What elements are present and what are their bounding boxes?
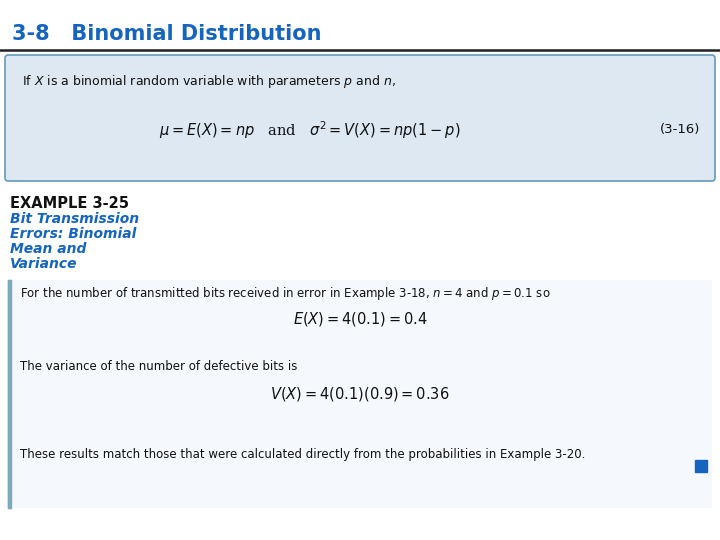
Text: These results match those that were calculated directly from the probabilities i: These results match those that were calc… xyxy=(20,448,585,461)
Text: $\mu = E(X) = np$   and   $\sigma^2 = V(X) = np(1 - p)$: $\mu = E(X) = np$ and $\sigma^2 = V(X) =… xyxy=(159,119,461,141)
Text: $V(X) = 4(0.1)(0.9) = 0.36$: $V(X) = 4(0.1)(0.9) = 0.36$ xyxy=(270,385,450,403)
Text: EXAMPLE 3-25: EXAMPLE 3-25 xyxy=(10,196,129,211)
Text: 3-8   Binomial Distribution: 3-8 Binomial Distribution xyxy=(12,24,322,44)
Bar xyxy=(695,460,707,472)
Text: Mean and: Mean and xyxy=(10,242,86,256)
Text: If $X$ is a binomial random variable with parameters $p$ and $n$,: If $X$ is a binomial random variable wit… xyxy=(22,73,396,91)
Text: $E(X) = 4(0.1) = 0.4$: $E(X) = 4(0.1) = 0.4$ xyxy=(292,310,428,328)
Bar xyxy=(8,280,712,508)
Text: For the number of transmitted bits received in error in Example 3-18, $n = 4$ an: For the number of transmitted bits recei… xyxy=(20,285,551,302)
Bar xyxy=(8,280,11,508)
Text: The variance of the number of defective bits is: The variance of the number of defective … xyxy=(20,360,297,373)
Text: Variance: Variance xyxy=(10,257,78,271)
Text: (3-16): (3-16) xyxy=(660,124,700,137)
FancyBboxPatch shape xyxy=(5,55,715,181)
Text: Errors: Binomial: Errors: Binomial xyxy=(10,227,136,241)
Bar xyxy=(8,280,11,508)
Text: Bit Transmission: Bit Transmission xyxy=(10,212,139,226)
